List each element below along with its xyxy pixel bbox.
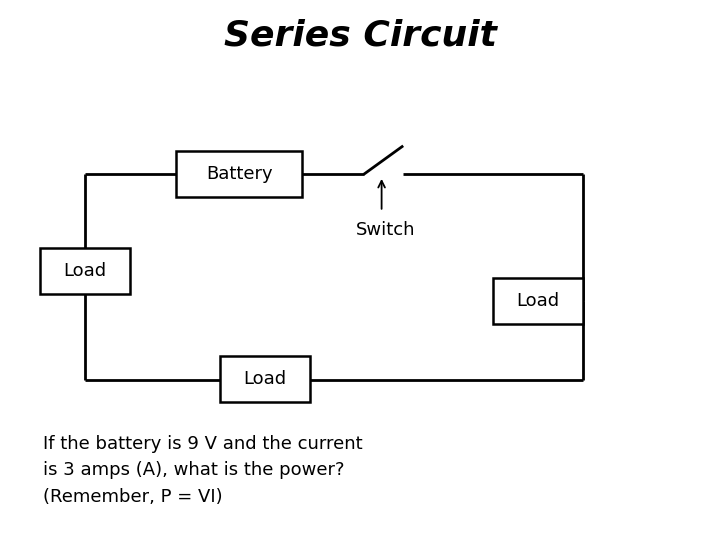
Bar — [493, 278, 583, 324]
Text: If the battery is 9 V and the current
is 3 amps (A), what is the power?
(Remembe: If the battery is 9 V and the current is… — [43, 435, 363, 505]
Text: Load: Load — [63, 262, 106, 280]
Bar — [176, 151, 302, 197]
Text: Battery: Battery — [206, 165, 273, 183]
Text: Series Circuit: Series Circuit — [224, 19, 496, 53]
Text: Switch: Switch — [356, 221, 415, 239]
Bar — [40, 248, 130, 294]
Bar — [220, 356, 310, 402]
Text: Load: Load — [243, 370, 286, 388]
Text: Load: Load — [517, 292, 559, 310]
